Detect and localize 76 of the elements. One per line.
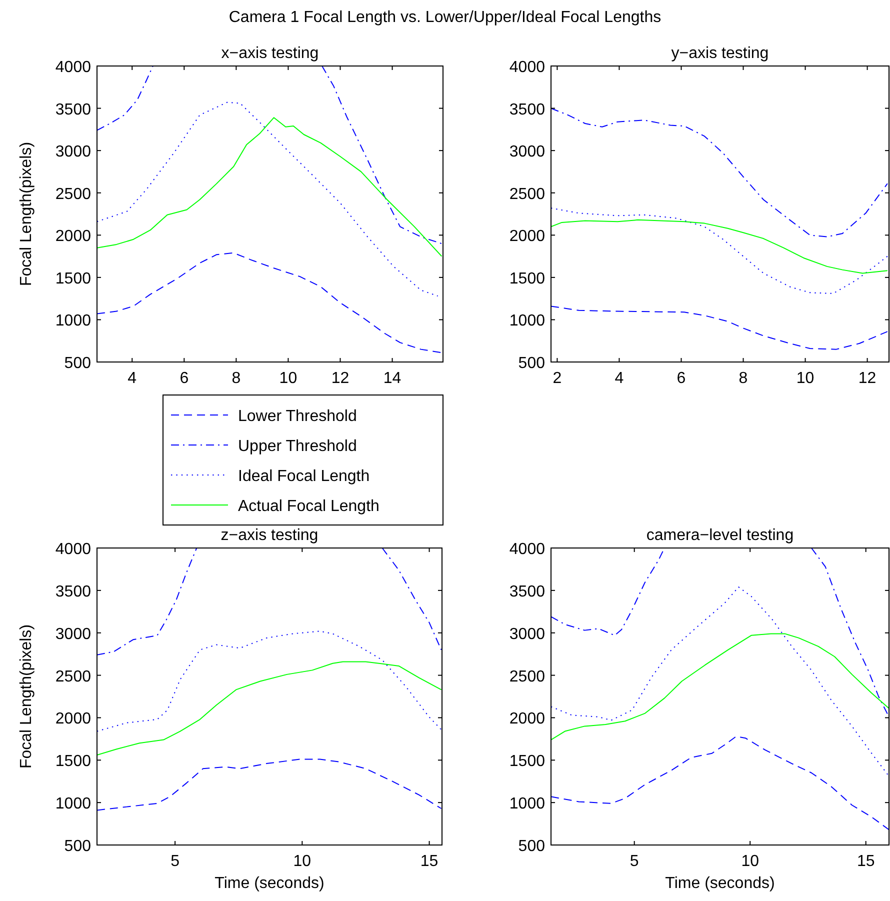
y-tick-label: 500 [518,838,546,855]
line-series [97,758,442,811]
y-tick-label: 2000 [55,228,92,246]
line-series [97,252,442,354]
legend-label: Lower Threshold [238,408,357,425]
y-tick-label: 4000 [55,59,92,76]
x-tick-label: 14 [383,370,402,387]
y-tick-label: 1500 [509,270,546,288]
x-tick-label: 6 [676,370,686,387]
line-series [551,306,888,350]
y-tick-label: 1500 [509,753,546,770]
y-tick-label: 1500 [55,270,92,288]
line-series [551,208,888,294]
y-tick-label: 3500 [509,583,546,600]
y-axis-title: Focal Length(pixels) [18,142,35,286]
x-tick-label: 4 [614,370,624,387]
y-tick-label: 3000 [55,626,92,643]
x-tick-label: 5 [630,853,639,870]
chart-title: x−axis testing [221,45,319,62]
x-tick-label: 4 [128,370,137,387]
chart-title: camera−level testing [646,527,794,544]
x-tick-label: 8 [738,370,748,387]
line-series [551,736,889,830]
line-series [551,586,889,777]
y-tick-label: 500 [64,355,92,372]
text: Camera 1 Focal Length vs. Lower/Upper/Ideal Focal Lengths [228,9,662,26]
y-tick-label: 500 [64,838,92,855]
y-tick-label: 1500 [55,753,92,770]
y-tick-label: 2000 [55,710,92,728]
x-tick-label: 10 [796,370,814,387]
x-tick-label: 8 [232,370,241,387]
line-series [97,102,438,297]
y-tick-label: 4000 [55,541,92,558]
x-tick-label: 15 [420,853,438,870]
y-tick-label: 2000 [509,228,546,246]
y-tick-label: 3000 [509,144,546,161]
line-series [97,117,442,257]
x-tick-label: 6 [180,370,189,387]
chart-title: y−axis testing [671,45,769,62]
y-tick-label: 3500 [55,583,92,600]
line-series [551,633,889,740]
legend-label: Actual Focal Length [238,498,380,515]
x-tick-label: 15 [856,853,875,870]
x-tick-label: 2 [552,370,562,387]
y-tick-label: 1000 [55,312,92,330]
y-tick-label: 500 [518,355,546,372]
x-tick-label: 5 [170,853,180,870]
x-axis-title: Time (seconds) [665,875,775,892]
y-tick-label: 3500 [509,101,546,118]
x-tick-label: 12 [858,370,876,387]
legend-label: Upper Threshold [238,438,357,455]
y-tick-label: 3500 [55,101,92,118]
y-tick-label: 2500 [509,668,546,686]
x-tick-label: 10 [293,853,312,870]
line-series [97,661,442,756]
y-tick-label: 2500 [55,186,92,203]
y-tick-label: 2500 [55,668,92,686]
y-tick-label: 1000 [509,312,546,330]
y-tick-label: 2000 [509,710,546,728]
legend-label: Ideal Focal Length [238,468,370,485]
x-tick-label: 10 [741,853,760,870]
x-tick-label: 12 [331,370,350,387]
y-tick-label: 3000 [55,144,92,161]
x-axis-title: Time (seconds) [214,875,324,892]
line-series [551,219,888,274]
x-tick-label: 10 [279,370,298,387]
y-tick-label: 2500 [509,186,546,203]
line-series [97,630,442,732]
y-tick-label: 3000 [509,626,546,643]
y-tick-label: 4000 [509,541,546,558]
line-series [551,108,888,238]
chart-title: z−axis testing [220,527,318,544]
y-tick-label: 1000 [55,796,92,813]
y-axis-title: Focal Length(pixels) [18,624,35,769]
y-tick-label: 1000 [509,796,546,813]
y-tick-label: 4000 [509,59,546,76]
